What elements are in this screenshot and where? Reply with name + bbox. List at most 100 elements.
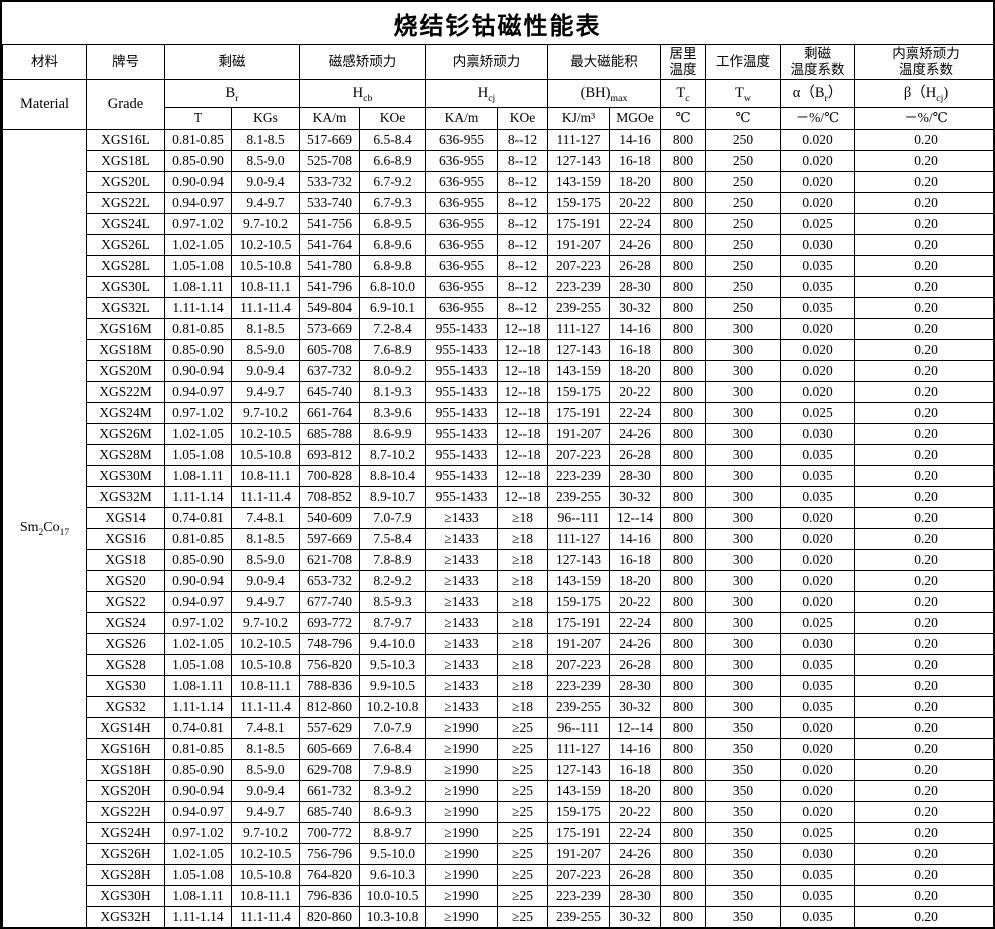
cell-tc: 800 [660, 696, 706, 718]
cell-bh_kjm3: 127-143 [547, 150, 610, 172]
cell-hcj_koe: ≥25 [497, 780, 548, 802]
unit-bh-kjm3: KJ/m³ [547, 107, 610, 130]
cell-hcj_kam: 636-955 [425, 234, 498, 256]
cell-hcb_kam: 549-804 [299, 297, 360, 319]
cell-tw: 350 [705, 906, 781, 927]
cell-hcj_kam: ≥1433 [425, 612, 498, 634]
cell-hcj_kam: 955-1433 [425, 465, 498, 487]
cell-br_kgs: 9.0-9.4 [231, 780, 300, 802]
cell-bh_mgoe: 14-16 [609, 528, 661, 550]
cell-br_t: 1.05-1.08 [164, 444, 232, 466]
cell-hcb_koe: 9.5-10.0 [359, 843, 426, 865]
table-row: XGS18 0.85-0.90 8.5-9.0 621-708 7.8-8.9 ≥1433… [3, 549, 993, 571]
cell-tc: 800 [660, 507, 706, 529]
cell-hcb_kam: 629-708 [299, 759, 360, 781]
cell-hcb_koe: 8.7-9.7 [359, 612, 426, 634]
cell-br_kgs: 8.1-8.5 [231, 528, 300, 550]
table-row: XGS26M 1.02-1.05 10.2-10.5 685-788 8.6-9.9 95… [3, 423, 993, 445]
cell-bh_kjm3: 159-175 [547, 192, 610, 214]
cell-tc: 800 [660, 822, 706, 844]
cell-br_t: 1.05-1.08 [164, 864, 232, 886]
cell-tw: 300 [705, 444, 781, 466]
cell-tc: 800 [660, 486, 706, 508]
cell-beta: 0.20 [854, 192, 993, 214]
cell-hcj_koe: 12--18 [497, 423, 548, 445]
cell-hcb_koe: 8.5-9.3 [359, 591, 426, 613]
cell-hcj_kam: ≥1990 [425, 864, 498, 886]
cell-alpha: 0.020 [780, 780, 855, 802]
cell-beta: 0.20 [854, 444, 993, 466]
cell-grade: XGS26 [86, 633, 165, 655]
cell-alpha: 0.020 [780, 318, 855, 340]
cell-tw: 300 [705, 486, 781, 508]
table-row: XGS28L 1.05-1.08 10.5-10.8 541-780 6.8-9.8 63… [3, 255, 993, 277]
cell-hcb_koe: 7.0-7.9 [359, 507, 426, 529]
header-alpha-line2: 温度系数 [790, 62, 845, 77]
cell-alpha: 0.035 [780, 276, 855, 298]
table-row: XGS24M 0.97-1.02 9.7-10.2 661-764 8.3-9.6 955… [3, 402, 993, 424]
cell-bh_mgoe: 18-20 [609, 171, 661, 193]
header-material-en: Material [2, 79, 87, 130]
table-row: XGS16 0.81-0.85 8.1-8.5 597-669 7.5-8.4 ≥1433… [3, 528, 993, 550]
table-row: XGS30 1.08-1.11 10.8-11.1 788-836 9.9-10.5 ≥1… [3, 675, 993, 697]
cell-beta: 0.20 [854, 696, 993, 718]
table-row: XGS18M 0.85-0.90 8.5-9.0 605-708 7.6-8.9 955-… [3, 339, 993, 361]
cell-bh_mgoe: 26-28 [609, 444, 661, 466]
unit-alpha-pct: －%/℃ [780, 107, 855, 130]
cell-bh_mgoe: 28-30 [609, 276, 661, 298]
cell-beta: 0.20 [854, 864, 993, 886]
cell-beta: 0.20 [854, 297, 993, 319]
cell-hcj_kam: 955-1433 [425, 318, 498, 340]
table-row: XGS26L 1.02-1.05 10.2-10.5 541-764 6.8-9.6 63… [3, 234, 993, 256]
cell-hcb_koe: 6.8-9.6 [359, 234, 426, 256]
cell-br_t: 1.02-1.05 [164, 633, 232, 655]
unit-br-kgs: KGs [231, 107, 300, 130]
cell-hcb_kam: 621-708 [299, 549, 360, 571]
cell-grade: XGS18L [86, 150, 165, 172]
cell-hcj_kam: ≥1433 [425, 570, 498, 592]
cell-tw: 350 [705, 801, 781, 823]
cell-bh_mgoe: 16-18 [609, 150, 661, 172]
table-row: XGS16M 0.81-0.85 8.1-8.5 573-669 7.2-8.4 955-… [3, 318, 993, 340]
cell-beta: 0.20 [854, 759, 993, 781]
cell-alpha: 0.020 [780, 150, 855, 172]
cell-br_kgs: 10.8-11.1 [231, 885, 300, 907]
cell-hcj_koe: ≥25 [497, 906, 548, 927]
cell-grade: XGS24M [86, 402, 165, 424]
cell-br_kgs: 8.1-8.5 [231, 129, 300, 151]
cell-beta: 0.20 [854, 738, 993, 760]
table-row: XGS26H 1.02-1.05 10.2-10.5 756-796 9.5-10.0 ≥… [3, 843, 993, 865]
cell-hcb_kam: 541-764 [299, 234, 360, 256]
cell-bh_kjm3: 207-223 [547, 255, 610, 277]
cell-bh_kjm3: 191-207 [547, 843, 610, 865]
cell-bh_kjm3: 239-255 [547, 696, 610, 718]
cell-tw: 350 [705, 864, 781, 886]
cell-hcb_koe: 8.1-9.3 [359, 381, 426, 403]
cell-alpha: 0.035 [780, 255, 855, 277]
cell-hcb_kam: 541-756 [299, 213, 360, 235]
cell-tc: 800 [660, 297, 706, 319]
cell-grade: XGS16 [86, 528, 165, 550]
cell-hcj_koe: ≥18 [497, 549, 548, 571]
cell-br_t: 1.08-1.11 [164, 675, 232, 697]
cell-grade: XGS30M [86, 465, 165, 487]
cell-br_kgs: 8.1-8.5 [231, 738, 300, 760]
cell-bh_kjm3: 127-143 [547, 759, 610, 781]
cell-grade: XGS18H [86, 759, 165, 781]
cell-hcj_kam: ≥1990 [425, 801, 498, 823]
cell-bh_kjm3: 111-127 [547, 318, 610, 340]
cell-grade: XGS20H [86, 780, 165, 802]
cell-grade: XGS28L [86, 255, 165, 277]
cell-br_kgs: 7.4-8.1 [231, 717, 300, 739]
cell-bh_kjm3: 143-159 [547, 171, 610, 193]
header-remanence-cn: 剩磁 [164, 44, 300, 80]
cell-hcj_kam: ≥1990 [425, 843, 498, 865]
cell-br_kgs: 10.2-10.5 [231, 234, 300, 256]
cell-tw: 300 [705, 507, 781, 529]
cell-hcb_koe: 6.6-8.9 [359, 150, 426, 172]
cell-beta: 0.20 [854, 465, 993, 487]
cell-hcj_kam: ≥1433 [425, 507, 498, 529]
cell-br_t: 1.11-1.14 [164, 906, 232, 927]
cell-beta: 0.20 [854, 843, 993, 865]
cell-hcb_koe: 7.9-8.9 [359, 759, 426, 781]
